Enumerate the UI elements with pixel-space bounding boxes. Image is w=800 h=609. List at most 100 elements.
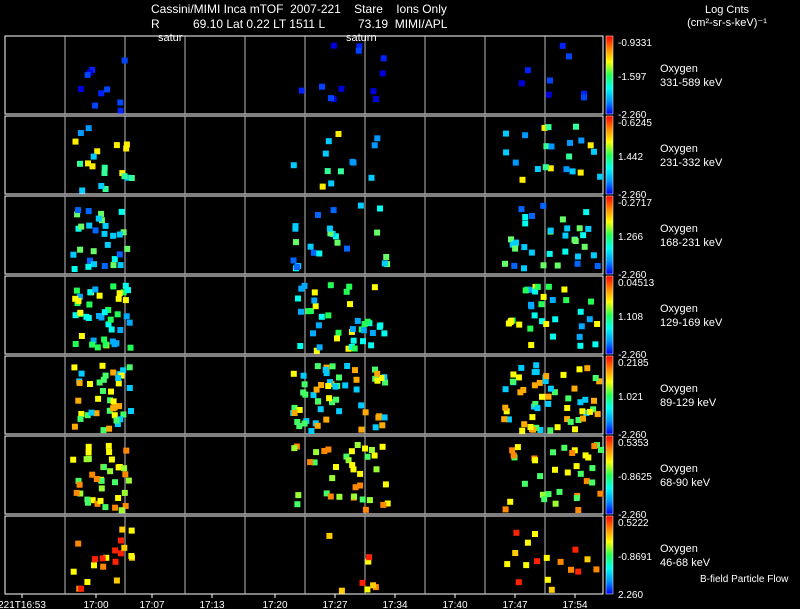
flux-pixel <box>100 388 106 394</box>
flux-pixel <box>128 408 134 414</box>
flux-pixel <box>121 57 128 64</box>
flux-pixel <box>352 367 358 374</box>
flux-pixel <box>84 71 91 78</box>
flux-pixel <box>523 562 530 569</box>
flux-pixel <box>97 497 104 504</box>
flux-pixel <box>338 85 345 92</box>
flux-pixel <box>353 376 360 383</box>
flux-pixel <box>334 239 341 246</box>
flux-pixel <box>381 414 388 421</box>
flux-pixel <box>310 330 316 337</box>
flux-pixel <box>559 216 566 223</box>
flux-pixel <box>576 225 583 232</box>
flux-pixel <box>501 416 508 423</box>
flux-pixel <box>372 424 379 431</box>
species-label: Oxygen <box>660 543 698 555</box>
panel-5: 0.2185 1.021 -2.260 Oxygen 89-129 keV <box>4 355 717 441</box>
panel-frame <box>4 435 604 515</box>
flux-pixel <box>77 415 84 422</box>
units-label: Log Cnts (cm²-sr-s-keV)⁻¹ <box>662 4 792 29</box>
flux-pixel <box>325 138 332 145</box>
flux-pixel <box>99 362 106 369</box>
flux-pixel <box>503 408 510 415</box>
flux-pixel <box>365 558 372 565</box>
x-tick-label: 17:20 <box>262 600 287 609</box>
flux-pixel <box>85 160 91 167</box>
flux-pixel <box>528 249 535 256</box>
flux-pixel <box>585 225 592 232</box>
flux-pixel <box>371 142 378 149</box>
flux-pixel <box>382 481 389 488</box>
flux-pixel <box>351 345 358 352</box>
flux-pixel <box>547 77 553 84</box>
flux-pixel <box>291 410 298 416</box>
flux-pixel <box>594 263 601 269</box>
flux-pixel <box>311 297 318 304</box>
flux-pixel <box>507 319 514 326</box>
flux-pixel <box>534 166 541 172</box>
flux-pixel <box>78 223 85 230</box>
energy-label: 46-68 keV <box>660 557 711 569</box>
flux-pixel <box>326 395 333 402</box>
flux-pixel <box>78 411 85 417</box>
flux-pixel <box>366 497 373 504</box>
flux-pixel <box>122 297 129 304</box>
flux-pixel <box>117 416 124 423</box>
flux-pixel <box>504 561 511 568</box>
flux-pixel <box>116 251 123 258</box>
flux-pixel <box>87 257 93 264</box>
flux-pixel <box>524 67 531 74</box>
flux-pixel <box>124 245 131 252</box>
flux-pixel <box>562 248 569 255</box>
flux-pixel <box>371 284 378 291</box>
flux-pixel <box>582 452 589 459</box>
flux-pixel <box>323 370 330 377</box>
flux-pixel <box>107 468 114 475</box>
flux-pixel <box>545 283 552 290</box>
flux-pixel <box>362 506 369 513</box>
flux-pixel <box>354 317 361 324</box>
units-line-2: (cm²-sr-s-keV)⁻¹ <box>687 17 767 29</box>
flux-pixel <box>313 449 320 456</box>
flux-pixel <box>293 239 299 246</box>
flux-pixel <box>569 450 576 456</box>
flux-pixel <box>128 553 135 559</box>
flux-pixel <box>70 568 77 575</box>
flux-pixel <box>293 264 300 271</box>
flux-pixel <box>325 312 332 319</box>
flux-pixel <box>100 427 107 434</box>
panel-6: 0.5353 -0.8625 -2.260 Oxygen 68-90 keV <box>4 435 711 521</box>
flux-pixel <box>117 99 124 106</box>
flux-pixel <box>86 301 93 308</box>
colorbar-max-label: -0.2717 <box>618 198 652 209</box>
colorbar-min-label: -2.260 <box>618 110 647 121</box>
flux-pixel <box>510 371 517 378</box>
flux-pixel <box>520 387 527 393</box>
flux-pixel <box>345 457 352 464</box>
panel-1: -0.9331 -1.597 -2.260 Oxygen 331-589 keV <box>4 35 723 121</box>
flux-pixel <box>551 389 558 396</box>
flux-pixel <box>302 391 309 398</box>
flux-pixel <box>78 333 85 339</box>
flux-pixel <box>101 164 108 171</box>
flux-pixel <box>113 577 120 584</box>
flux-pixel <box>105 442 112 449</box>
flux-pixel <box>345 345 352 352</box>
flux-pixel <box>291 445 298 452</box>
flux-pixel <box>380 501 387 508</box>
title-line-1: Cassini/MIMI Inca mTOF 2007-221 Stare Io… <box>151 2 447 16</box>
x-tick-label: 17:47 <box>502 600 527 609</box>
flux-pixel <box>113 340 120 347</box>
flux-pixel <box>528 342 535 348</box>
flux-pixel <box>577 399 584 406</box>
flux-pixel <box>290 257 297 264</box>
flux-pixel <box>519 176 526 183</box>
flux-pixel <box>356 43 363 50</box>
flux-pixel <box>87 289 94 296</box>
flux-pixel <box>545 91 552 98</box>
energy-label: 68-90 keV <box>660 477 711 489</box>
flux-pixel <box>110 398 117 405</box>
flux-pixel <box>75 540 82 547</box>
colorbar-min-label: -2.260 <box>618 510 647 521</box>
flux-pixel <box>72 138 79 145</box>
